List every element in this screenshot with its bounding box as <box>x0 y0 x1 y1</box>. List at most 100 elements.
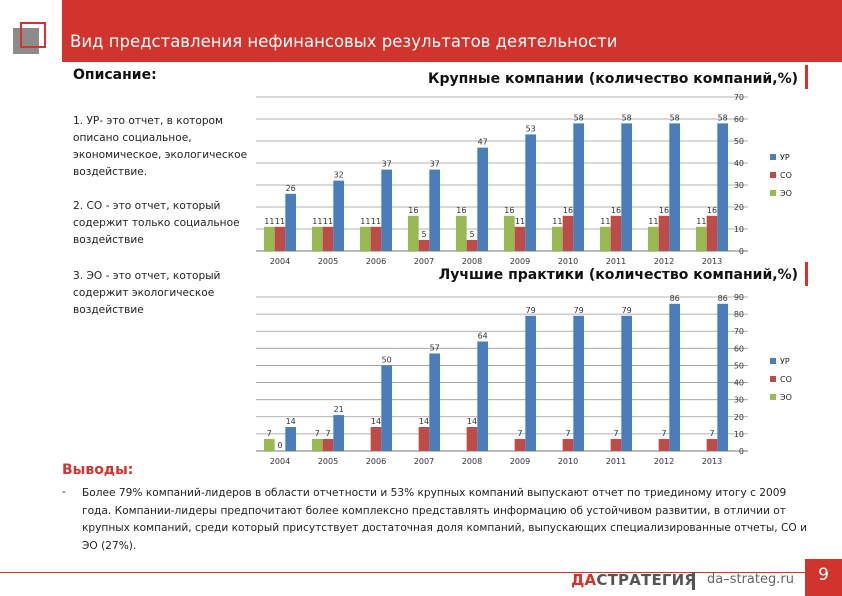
data-label: 16 <box>611 206 621 215</box>
data-label: 11 <box>371 217 381 226</box>
x-tick-label: 2010 <box>558 457 578 466</box>
y-tick-label: 90 <box>734 293 744 302</box>
data-label: 86 <box>670 294 680 303</box>
data-label: 37 <box>430 160 440 169</box>
bar-ur <box>381 169 392 251</box>
bar-co <box>514 226 526 251</box>
data-label: 7 <box>325 429 330 438</box>
bar-eo <box>408 215 419 251</box>
bar-co <box>466 427 478 451</box>
x-tick-label: 2004 <box>270 457 290 466</box>
page-title: Вид представления нефинансовых результат… <box>70 32 618 51</box>
data-label: 58 <box>574 113 584 122</box>
bar-eo <box>360 226 371 251</box>
y-tick-label: 20 <box>734 203 744 212</box>
data-label: 37 <box>382 160 392 169</box>
y-tick-label: 60 <box>734 115 744 124</box>
conclusions-text: Более 79% компаний-лидеров в области отч… <box>82 487 807 552</box>
x-tick-label: 2012 <box>654 257 674 266</box>
y-tick-label: 80 <box>734 310 744 319</box>
x-tick-label: 2005 <box>318 257 338 266</box>
chart1-title-marker <box>805 65 808 89</box>
chart2-title: Лучшие практики (количество компаний,%) <box>432 267 798 283</box>
x-tick-label: 2007 <box>414 257 434 266</box>
x-tick-label: 2009 <box>510 257 530 266</box>
x-tick-label: 2013 <box>702 457 722 466</box>
bar-ur <box>669 303 680 451</box>
data-label: 79 <box>574 306 584 315</box>
data-label: 64 <box>478 331 488 340</box>
chart-2: 0102030405060708090200470142005772120061… <box>256 293 792 466</box>
data-label: 14 <box>286 417 296 426</box>
y-tick-label: 40 <box>734 379 744 388</box>
bar-eo <box>456 215 467 251</box>
bar-ur <box>669 123 680 251</box>
y-tick-label: 10 <box>734 430 744 439</box>
legend-swatch <box>770 190 776 196</box>
data-label: 79 <box>526 306 536 315</box>
legend-swatch <box>770 172 776 178</box>
data-label: 11 <box>360 217 370 226</box>
data-label: 7 <box>315 429 320 438</box>
logo-prefix: ДА <box>571 571 597 589</box>
bar-ur <box>573 315 584 451</box>
bar-eo <box>264 226 275 251</box>
bar-co <box>658 439 670 451</box>
y-tick-label: 70 <box>734 93 744 102</box>
x-tick-label: 2008 <box>462 257 482 266</box>
bar-eo <box>312 226 323 251</box>
legend-label: УР <box>780 357 790 366</box>
bar-co <box>706 439 718 451</box>
legend-label: ЭО <box>780 393 792 402</box>
bar-ur <box>285 193 296 251</box>
data-label: 11 <box>264 217 274 226</box>
bar-co <box>322 439 334 451</box>
bar-co <box>418 427 430 451</box>
bar-eo <box>312 439 323 451</box>
legend-swatch <box>770 154 776 160</box>
bar-co <box>706 215 718 251</box>
x-tick-label: 2012 <box>654 457 674 466</box>
bar-co <box>466 240 478 251</box>
bar-ur <box>621 315 632 451</box>
bar-co <box>658 215 670 251</box>
legend-label: ЭО <box>780 189 792 198</box>
bar-ur <box>381 365 392 451</box>
data-label: 47 <box>478 138 488 147</box>
bar-ur <box>717 123 728 251</box>
charts-canvas: 0102030405060702004111126200511113220061… <box>256 93 792 466</box>
data-label: 11 <box>600 217 610 226</box>
chart1-title: Крупные компании (количество компаний,%) <box>422 71 798 87</box>
y-tick-label: 20 <box>734 413 744 422</box>
x-tick-label: 2008 <box>462 457 482 466</box>
logo-main: СТРАТЕГИЯ <box>596 571 697 589</box>
conclusions-label: Выводы: <box>62 462 134 478</box>
y-tick-label: 50 <box>734 361 744 370</box>
bar-co <box>610 215 622 251</box>
y-tick-label: 10 <box>734 225 744 234</box>
footer-separator <box>692 572 695 590</box>
legend-label: УР <box>780 153 790 162</box>
x-tick-label: 2011 <box>606 257 626 266</box>
data-label: 7 <box>709 429 714 438</box>
data-label: 32 <box>334 171 344 180</box>
bar-co <box>370 427 382 451</box>
x-tick-label: 2011 <box>606 457 626 466</box>
chart-1: 0102030405060702004111126200511113220061… <box>256 93 792 266</box>
bar-co <box>274 226 286 251</box>
data-label: 16 <box>504 206 514 215</box>
data-label: 16 <box>707 206 717 215</box>
data-label: 11 <box>515 217 525 226</box>
data-label: 58 <box>622 113 632 122</box>
bar-eo <box>264 439 275 451</box>
page-number: 9 <box>818 565 829 585</box>
data-label: 0 <box>277 441 282 450</box>
bar-ur <box>525 315 536 451</box>
bar-eo <box>552 226 563 251</box>
website-link[interactable]: da–strateg.ru <box>707 572 794 587</box>
data-label: 53 <box>526 124 536 133</box>
data-label: 11 <box>552 217 562 226</box>
legend-swatch <box>770 376 776 382</box>
x-tick-label: 2009 <box>510 457 530 466</box>
data-label: 5 <box>469 230 474 239</box>
